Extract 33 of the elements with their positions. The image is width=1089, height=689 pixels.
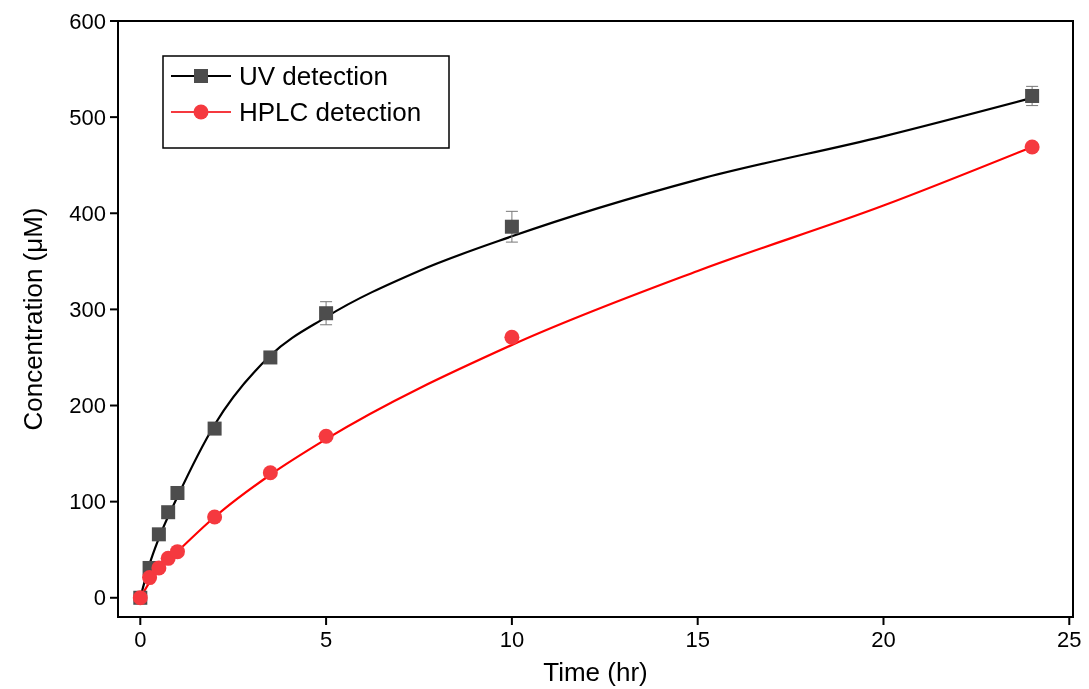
point	[319, 306, 334, 321]
point	[207, 509, 223, 525]
y-tick-label: 300	[69, 297, 106, 323]
point	[1024, 139, 1040, 155]
point	[207, 421, 222, 436]
point	[161, 505, 176, 520]
point	[504, 329, 520, 345]
x-tick-label: 10	[499, 627, 525, 652]
x-tick-label: 5	[319, 627, 333, 652]
point	[318, 428, 334, 444]
y-tick-label: 200	[69, 393, 106, 419]
x-axis-title: Time (hr)	[543, 657, 648, 687]
x-tick-label: 0	[134, 627, 147, 652]
legend-label: HPLC detection	[239, 97, 422, 128]
y-tick-label: 400	[69, 200, 106, 226]
point	[1025, 88, 1040, 103]
point	[151, 527, 166, 542]
x-tick-label: 20	[871, 627, 896, 652]
point	[170, 485, 185, 500]
y-tick-label: 600	[69, 8, 106, 34]
y-tick-label: 100	[69, 489, 106, 515]
point	[151, 560, 167, 576]
x-tick-label: 25	[1057, 627, 1082, 652]
y-tick-label: 0	[93, 585, 106, 611]
y-tick-label: 500	[69, 104, 106, 130]
x-tick-label: 15	[685, 627, 710, 652]
point	[262, 465, 278, 481]
point	[142, 570, 158, 586]
point	[263, 350, 278, 365]
point	[504, 219, 519, 234]
y-axis-title: Concentration (μM)	[18, 207, 48, 431]
legend-label: UV detection	[239, 61, 388, 92]
point	[169, 544, 185, 560]
